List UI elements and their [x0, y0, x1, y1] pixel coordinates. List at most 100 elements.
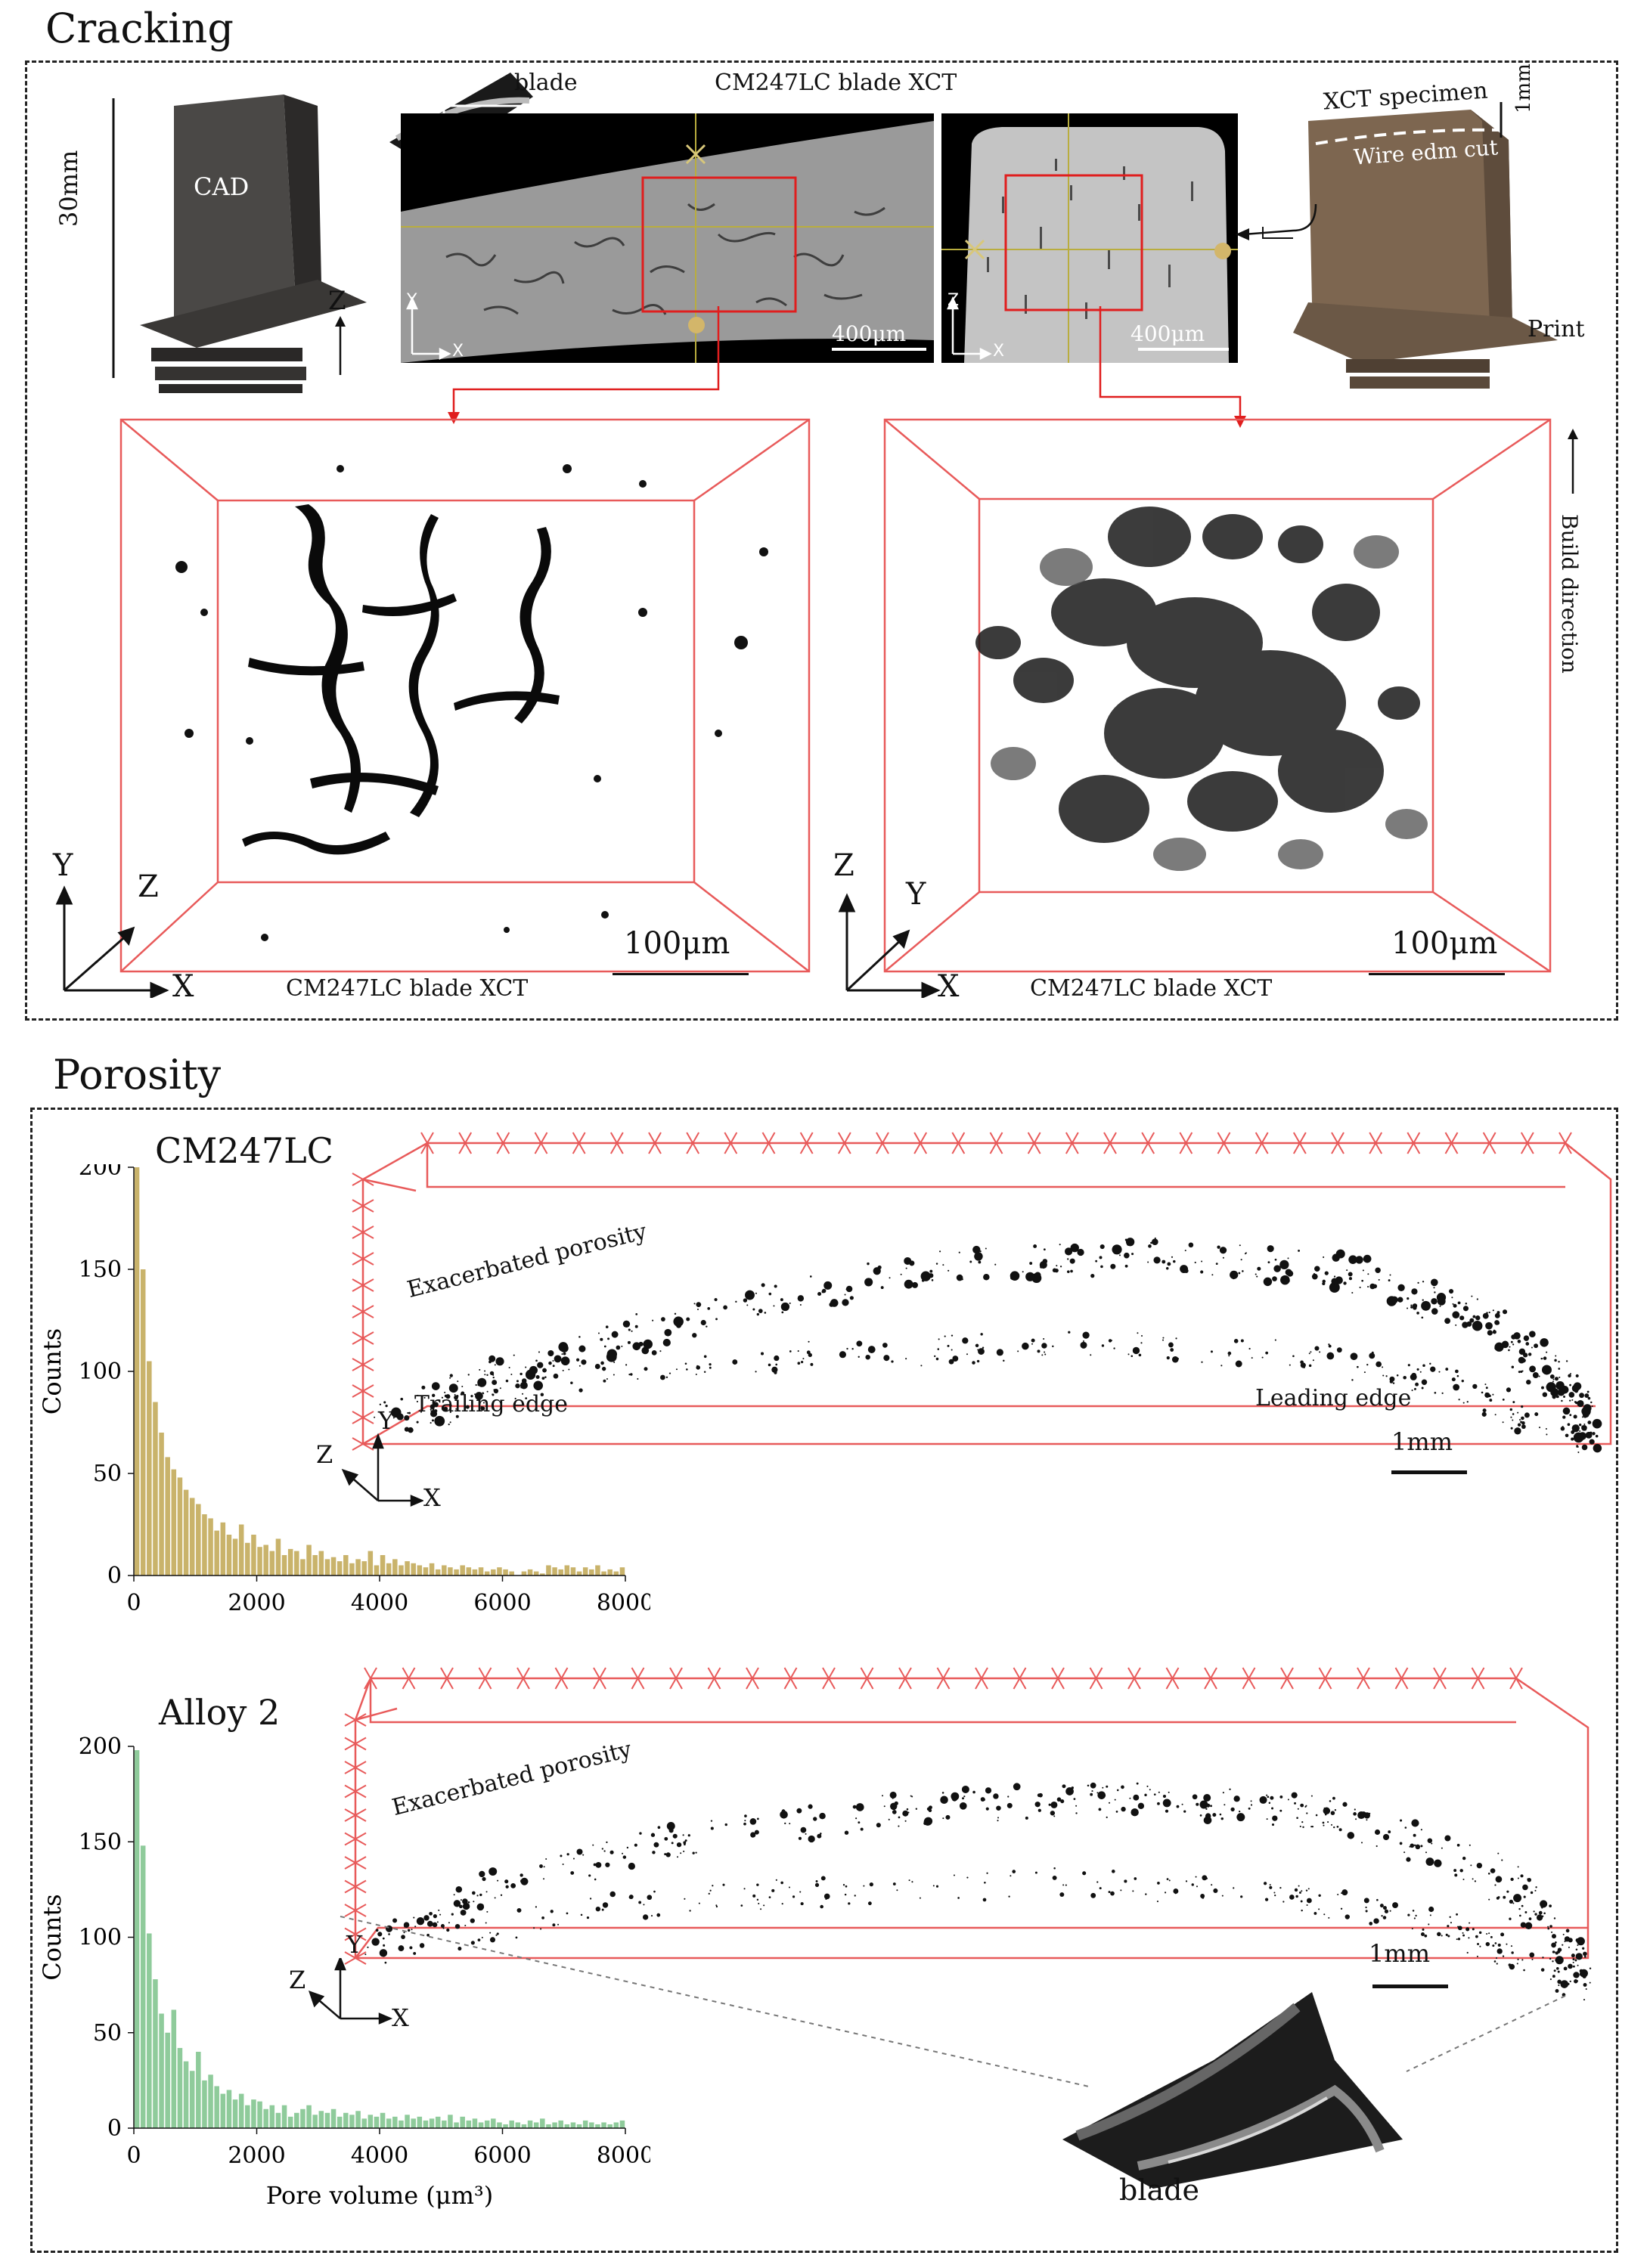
histogram-bar: [306, 2105, 312, 2128]
pore-dot: [479, 1368, 481, 1371]
y-tick-label: 200: [79, 1734, 122, 1760]
pore-dot: [760, 1908, 762, 1910]
axis-tick-mark: [799, 1132, 814, 1154]
pore-dot: [1329, 1281, 1340, 1293]
pore-dot: [1280, 1275, 1290, 1285]
pore-dot: [1503, 1309, 1508, 1315]
pore-dot: [504, 1879, 509, 1884]
pore-dot: [1411, 1372, 1417, 1378]
pore-dot: [1472, 1320, 1483, 1331]
pore-dot: [808, 1804, 813, 1809]
pore-dot: [1348, 1272, 1353, 1277]
pore-dot: [1300, 1803, 1304, 1808]
pore-dot: [1551, 1942, 1556, 1948]
pore-dot: [1424, 1934, 1428, 1938]
pore-dot: [486, 1374, 488, 1377]
pore-dot: [1248, 1347, 1251, 1350]
pore-dot: [985, 1807, 989, 1811]
axis-tick-mark: [1179, 1132, 1193, 1154]
pore-dot: [1301, 1821, 1304, 1823]
pore-dot: [467, 1901, 470, 1904]
pore-dot: [1274, 1339, 1276, 1341]
pore-dot: [657, 1826, 661, 1830]
pore-dot: [1140, 1334, 1143, 1337]
axis-tick-mark: [1559, 1132, 1572, 1154]
pore-map-cm247lc: [352, 1132, 1612, 1454]
pore-dot: [1579, 1430, 1581, 1433]
pore-dot: [1375, 1267, 1381, 1274]
pore-dot: [1388, 1300, 1394, 1306]
pore-dot: [1591, 1405, 1593, 1408]
y-tick-label: 100: [79, 1925, 122, 1951]
pore-dot: [1233, 1887, 1235, 1889]
pore-dot: [1263, 1277, 1273, 1287]
pore-dot: [709, 1889, 712, 1892]
pore-dot: [385, 1405, 388, 1408]
cad-axis-z-label: Z: [328, 286, 346, 316]
pore-dot: [1106, 1785, 1109, 1788]
pore-dot: [1091, 1790, 1093, 1792]
pore-dot: [1527, 1878, 1529, 1880]
pore-dot: [1526, 1379, 1531, 1385]
axis-tick-mark: [1433, 1667, 1447, 1690]
pore-dot: [457, 1947, 462, 1951]
pore-dot: [1201, 1361, 1203, 1363]
pore-dot: [1527, 1352, 1532, 1356]
pore-dot: [1512, 1413, 1515, 1415]
pore-dot: [1132, 1346, 1140, 1355]
pore-dot: [1158, 1791, 1160, 1793]
pore-dot: [553, 1373, 559, 1379]
pore-dot: [628, 1895, 633, 1899]
pore-dot: [676, 1842, 682, 1848]
pore-dot: [1068, 1331, 1071, 1334]
xct-slice-right: [941, 113, 1238, 363]
pore-dot: [1328, 1916, 1330, 1919]
pore-dot: [823, 1281, 833, 1290]
pore-dot: [1025, 1272, 1035, 1281]
pore-dot: [710, 1826, 714, 1830]
pore-dot: [505, 1885, 509, 1888]
pore-dot: [1577, 1452, 1580, 1454]
axis-tick-mark: [669, 1667, 683, 1690]
pore-dot: [789, 1350, 792, 1352]
histogram-bar: [287, 2116, 293, 2128]
axis-tick-mark: [440, 1667, 454, 1690]
pore-dot: [842, 1299, 849, 1306]
pore-dot: [1111, 1870, 1115, 1873]
pore-dot: [839, 1351, 846, 1359]
pore-dot: [1517, 1423, 1521, 1427]
histogram-bar: [171, 2009, 177, 2128]
pore-dot: [1272, 1276, 1277, 1281]
pore-dot: [1578, 1432, 1586, 1440]
pore-dot: [1549, 1978, 1552, 1981]
axis-tick-mark: [724, 1132, 738, 1154]
pore-dot: [448, 1922, 450, 1924]
pore-dot: [882, 1795, 884, 1797]
pore-dot: [997, 1820, 999, 1822]
pore-dot: [1211, 1884, 1213, 1886]
pore-dot: [817, 1833, 822, 1839]
axis-tick-mark: [761, 1132, 776, 1154]
pore-dot: [1153, 1793, 1156, 1796]
pore-dot: [1517, 1958, 1519, 1960]
axis-tick-mark: [1217, 1132, 1231, 1154]
pore-dot: [485, 1891, 488, 1893]
pore-dot: [867, 1901, 872, 1906]
right3d-axes-arrows: [838, 893, 941, 998]
y-tick-label: 200: [79, 1164, 122, 1181]
pore-dot: [1458, 1302, 1460, 1304]
pore-dot: [1106, 1816, 1108, 1818]
pore-dot: [535, 1374, 540, 1380]
pore-dot: [1090, 1792, 1093, 1796]
pore-dot: [1458, 1399, 1460, 1401]
x-axis-label: Pore volume (μm³): [266, 2181, 493, 2210]
histogram-bar: [287, 1548, 293, 1576]
axis-tick-mark: [1204, 1667, 1217, 1690]
histogram-bar: [294, 2112, 299, 2128]
pore-dot: [600, 1337, 603, 1341]
pore-dot: [1549, 1904, 1552, 1908]
pore-dot: [692, 1333, 697, 1338]
pore-dot: [601, 1366, 606, 1371]
pore-dot: [1455, 1369, 1459, 1374]
y-axis-label: Counts: [38, 1328, 67, 1414]
